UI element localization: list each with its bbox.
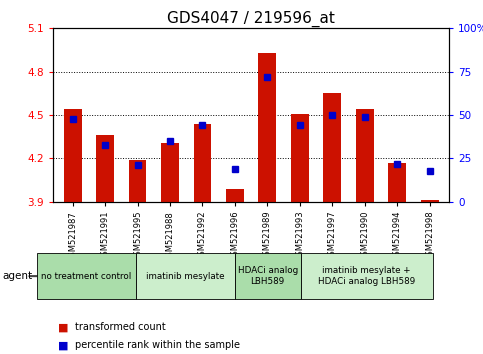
Text: no treatment control: no treatment control [41, 272, 131, 281]
Text: percentile rank within the sample: percentile rank within the sample [75, 340, 240, 350]
Text: transformed count: transformed count [75, 322, 166, 332]
Text: ■: ■ [58, 340, 69, 350]
Bar [226, 189, 244, 202]
Bar [64, 109, 82, 202]
Bar [128, 160, 146, 202]
Text: ■: ■ [58, 322, 69, 332]
Bar [388, 163, 406, 202]
Text: agent: agent [2, 271, 32, 281]
Bar [258, 53, 276, 202]
Text: imatinib mesylate +
HDACi analog LBH589: imatinib mesylate + HDACi analog LBH589 [318, 267, 415, 286]
Bar [421, 200, 439, 202]
Text: imatinib mesylate: imatinib mesylate [146, 272, 225, 281]
Bar [96, 135, 114, 202]
Bar [194, 124, 212, 202]
Bar [324, 93, 341, 202]
Bar [356, 109, 374, 202]
Text: HDACi analog
LBH589: HDACi analog LBH589 [238, 267, 298, 286]
Bar [291, 114, 309, 202]
Title: GDS4047 / 219596_at: GDS4047 / 219596_at [167, 11, 335, 27]
Bar [161, 143, 179, 202]
